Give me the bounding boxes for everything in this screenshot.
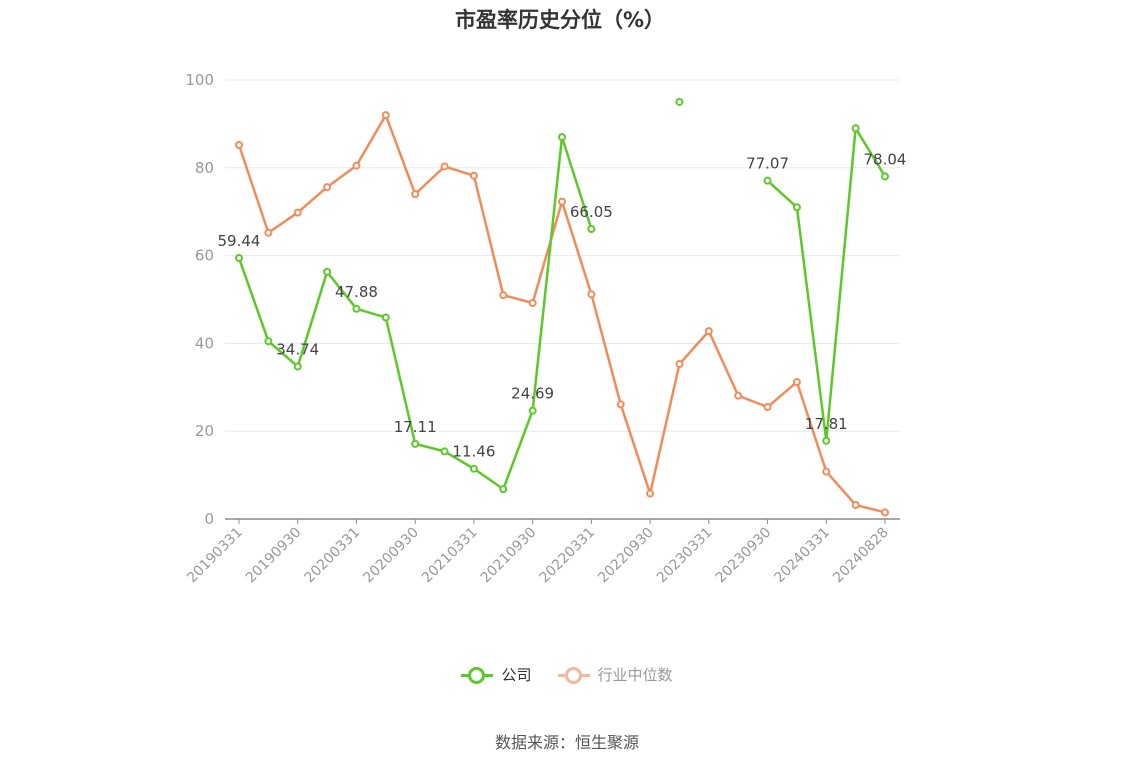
x-tick-label: 20220331 xyxy=(536,525,598,587)
x-tick-label: 20230930 xyxy=(713,525,775,587)
data-point-industry-median xyxy=(822,467,831,476)
data-point-company xyxy=(558,133,566,142)
data-point-company xyxy=(763,176,772,185)
data-point-industry-median xyxy=(881,508,889,517)
legend-label-company: 公司 xyxy=(501,666,532,684)
data-point-company xyxy=(264,337,273,346)
data-point-company xyxy=(881,172,889,181)
data-point-company xyxy=(323,267,332,276)
x-tick-label: 20240828 xyxy=(830,525,892,587)
data-point-industry-median xyxy=(264,228,273,237)
chart-title: 市盈率历史分位（%） xyxy=(454,8,666,32)
data-point-company xyxy=(675,97,684,106)
legend-item-industry-median[interactable]: 行业中位数 xyxy=(557,664,673,685)
data-label: 17.11 xyxy=(394,418,437,436)
data-point-industry-median xyxy=(499,291,508,300)
y-tick-label: 20 xyxy=(195,422,214,440)
data-point-company xyxy=(381,313,390,322)
data-point-industry-median xyxy=(763,403,772,412)
data-label: 78.04 xyxy=(864,150,907,168)
data-point-company xyxy=(822,436,831,445)
data-point-industry-median xyxy=(675,360,684,369)
data-point-industry-median xyxy=(469,171,478,180)
data-point-industry-median xyxy=(558,197,566,206)
series-line-industry-median xyxy=(237,113,886,514)
legend-label-industry-median: 行业中位数 xyxy=(597,666,673,684)
x-axis: 2019033120190930202003312020093020210331… xyxy=(184,518,900,587)
data-source-note: 数据来源：恒生聚源 xyxy=(494,733,639,752)
data-point-company xyxy=(293,362,302,371)
data-point-industry-median xyxy=(381,111,390,120)
data-point-company xyxy=(440,447,449,456)
data-label: 59.44 xyxy=(218,232,261,250)
data-point-company xyxy=(469,464,478,473)
x-tick-label: 20190331 xyxy=(184,525,246,587)
data-point-company xyxy=(499,485,508,494)
data-labels: 59.44 34.74 47.88 17.11 11.46 24.69 66.05 77.07… xyxy=(218,150,907,460)
x-tick-label: 20200331 xyxy=(302,525,364,587)
data-point-industry-median xyxy=(293,208,302,217)
data-point-industry-median xyxy=(734,391,743,400)
data-point-company xyxy=(235,254,243,263)
y-tick-label: 60 xyxy=(195,247,214,265)
data-point-industry-median xyxy=(528,299,537,308)
data-label: 77.07 xyxy=(746,155,789,173)
x-tick-label: 20200930 xyxy=(360,525,422,587)
y-tick-label: 100 xyxy=(185,71,214,89)
data-point-industry-median xyxy=(352,161,361,170)
y-axis-tick-labels: 0 20 40 60 80 100 xyxy=(185,71,214,528)
series-line-company xyxy=(766,127,887,443)
data-point-company xyxy=(528,406,537,415)
x-tick-label: 20190930 xyxy=(243,525,305,587)
data-label: 24.69 xyxy=(511,385,554,403)
series-group xyxy=(235,97,889,517)
legend-industry-marker-icon xyxy=(557,666,590,684)
data-point-company xyxy=(851,124,860,133)
data-point-company xyxy=(411,439,420,448)
legend-company-marker-icon xyxy=(461,666,494,684)
x-tick-label: 20220930 xyxy=(595,525,657,587)
data-point-company xyxy=(587,225,596,234)
x-tick-label: 20210331 xyxy=(419,525,481,587)
x-tick-label: 20210930 xyxy=(478,525,540,587)
data-point-company xyxy=(792,203,801,212)
data-label: 17.81 xyxy=(805,415,848,433)
y-tick-label: 80 xyxy=(195,159,214,177)
x-tick-label: 20230331 xyxy=(654,525,716,587)
legend-item-company[interactable]: 公司 xyxy=(461,664,532,685)
x-tick-label: 20240331 xyxy=(771,525,833,587)
y-tick-label: 0 xyxy=(204,510,214,528)
data-label: 47.88 xyxy=(335,283,378,301)
series-line-company xyxy=(237,135,593,491)
data-point-industry-median xyxy=(704,327,713,336)
data-label: 11.46 xyxy=(452,443,495,461)
data-point-industry-median xyxy=(616,400,625,409)
data-point-industry-median xyxy=(323,183,332,192)
data-label: 34.74 xyxy=(276,340,319,358)
data-point-company xyxy=(352,304,361,313)
data-label: 66.05 xyxy=(570,203,613,221)
data-point-industry-median xyxy=(235,140,243,149)
data-point-industry-median xyxy=(411,190,420,199)
y-tick-label: 40 xyxy=(195,334,214,352)
legend: 公司 行业中位数 xyxy=(0,664,1134,685)
data-point-industry-median xyxy=(792,378,801,387)
data-point-industry-median xyxy=(851,500,860,509)
data-point-industry-median xyxy=(587,290,596,299)
data-point-industry-median xyxy=(646,489,655,498)
data-point-industry-median xyxy=(440,162,449,171)
grid-lines xyxy=(225,79,900,432)
